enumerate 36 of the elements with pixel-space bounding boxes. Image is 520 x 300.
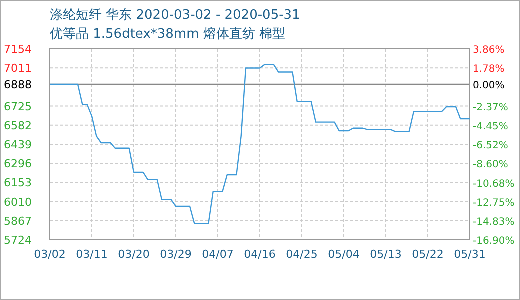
y2-tick-label: -10.68% <box>473 178 515 190</box>
line-series <box>49 64 471 224</box>
y-tick-label: 7011 <box>4 62 32 76</box>
x-tick-label: 04/16 <box>244 248 276 261</box>
y-tick-label: 6888 <box>4 78 32 92</box>
y2-tick-label: 3.86% <box>473 45 505 56</box>
y-tick-label: 5724 <box>4 234 32 247</box>
x-tick-label: 05/13 <box>370 248 402 261</box>
x-tick-label: 04/07 <box>202 248 234 261</box>
y2-tick-label: -12.75% <box>473 198 515 209</box>
x-tick-label: 03/02 <box>34 248 66 261</box>
x-tick-label: 03/29 <box>160 248 192 261</box>
y-tick-label: 6439 <box>4 138 32 152</box>
y-tick-label: 6296 <box>4 158 32 171</box>
y2-tick-label: -8.60% <box>473 160 508 171</box>
x-tick-label: 04/25 <box>286 248 318 261</box>
y-tick-label: 6010 <box>4 196 32 209</box>
y2-tick-label: 0.00% <box>473 80 505 92</box>
y-tick-label: 6153 <box>4 176 32 190</box>
y-tick-label: 5867 <box>4 214 32 228</box>
chart-title: 涤纶短纤 华东 2020-03-02 - 2020-05-31 <box>50 8 300 23</box>
y-tick-label: 6582 <box>4 119 32 132</box>
x-tick-label: 03/20 <box>118 248 150 261</box>
y-tick-label: 7154 <box>4 43 32 56</box>
y2-tick-label: 1.78% <box>473 64 505 76</box>
chart-subtitle: 优等品 1.56dtex*38mm 熔体直纺 棉型 <box>50 27 286 42</box>
x-tick-label: 03/11 <box>76 248 108 261</box>
y2-tick-label: -6.52% <box>473 140 508 152</box>
x-tick-label: 05/31 <box>454 248 486 261</box>
y2-tick-label: -14.83% <box>473 216 515 228</box>
x-tick-label: 05/04 <box>328 248 360 261</box>
x-tick-label: 05/22 <box>412 248 444 261</box>
y2-tick-label: -16.90% <box>473 236 515 247</box>
y2-tick-label: -2.37% <box>473 102 508 114</box>
y2-tick-label: -4.45% <box>473 121 508 132</box>
y-tick-label: 6725 <box>4 100 32 114</box>
